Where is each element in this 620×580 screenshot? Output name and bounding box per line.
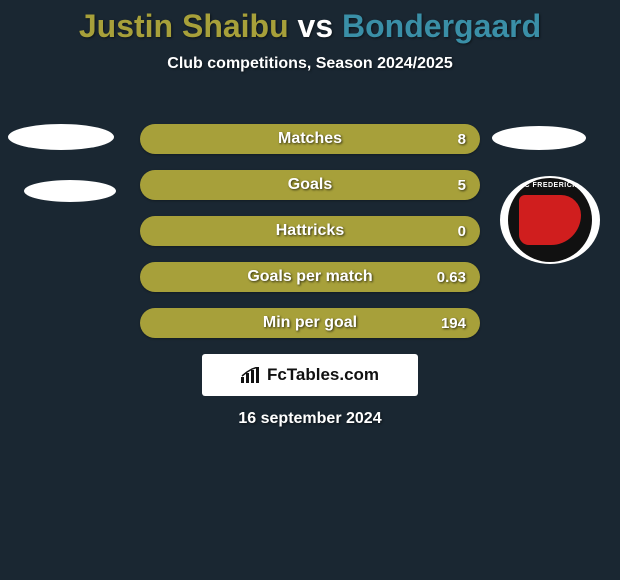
club-badge-accent: [519, 195, 581, 245]
club-badge-inner: FC FREDERICIA: [508, 178, 592, 262]
brand-text: FcTables.com: [267, 365, 379, 385]
stat-value: 8: [458, 131, 466, 148]
stat-label: Goals: [140, 176, 480, 194]
player1-ellipse-1: [8, 124, 114, 150]
stat-bar: Min per goal194: [140, 308, 480, 338]
stat-label: Goals per match: [140, 268, 480, 286]
stat-label: Matches: [140, 130, 480, 148]
player2-ellipse-1: [492, 126, 586, 150]
stat-bar: Goals per match0.63: [140, 262, 480, 292]
club-badge: FC FREDERICIA: [500, 176, 600, 264]
stat-bar: Matches8: [140, 124, 480, 154]
club-badge-text: FC FREDERICIA: [508, 182, 592, 189]
stat-value: 0.63: [437, 269, 466, 286]
player1-name: Justin Shaibu: [79, 8, 289, 44]
stat-label: Hattricks: [140, 222, 480, 240]
stat-bar: Hattricks0: [140, 216, 480, 246]
player2-name: Bondergaard: [342, 8, 541, 44]
stats-container: Matches8Goals5Hattricks0Goals per match0…: [140, 124, 480, 354]
vs-text: vs: [298, 8, 334, 44]
player1-ellipse-2: [24, 180, 116, 202]
stat-bar: Goals5: [140, 170, 480, 200]
subtitle: Club competitions, Season 2024/2025: [0, 55, 620, 73]
date-line: 16 september 2024: [0, 410, 620, 428]
stat-label: Min per goal: [140, 314, 480, 332]
stat-value: 194: [441, 315, 466, 332]
brand-box: FcTables.com: [202, 354, 418, 396]
stat-value: 0: [458, 223, 466, 240]
stat-value: 5: [458, 177, 466, 194]
page-title: Justin Shaibu vs Bondergaard: [0, 0, 620, 45]
chart-icon: [241, 367, 261, 383]
